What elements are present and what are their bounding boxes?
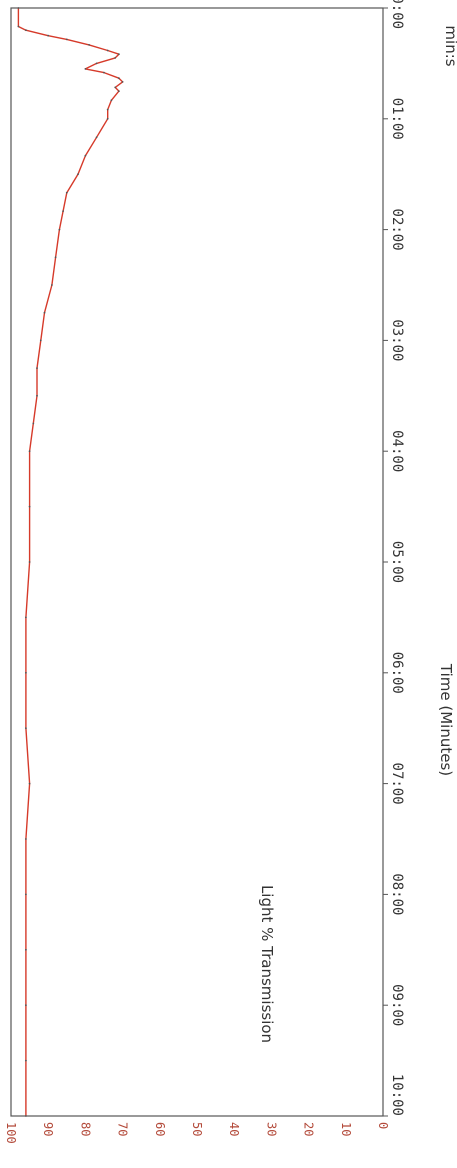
x-tick-label: 04:00 bbox=[389, 430, 405, 472]
data-point bbox=[62, 210, 64, 213]
y-tick-label: 10 bbox=[339, 1122, 353, 1136]
y-tick-label: 100 bbox=[4, 1122, 18, 1144]
y-tick-label: 70 bbox=[116, 1122, 130, 1136]
x-axis-ticks: 00:00 01:00 02:00 03:00 04:00 05:00 06:00 07:00… bbox=[383, 0, 405, 1117]
data-point bbox=[84, 154, 87, 157]
data-point bbox=[36, 394, 38, 397]
data-point bbox=[103, 71, 105, 74]
data-point bbox=[65, 38, 68, 41]
data-point bbox=[25, 1004, 27, 1007]
data-point bbox=[28, 450, 31, 453]
data-point bbox=[106, 108, 109, 111]
data-point bbox=[51, 284, 53, 286]
x-tick-label: 08:00 bbox=[389, 873, 405, 915]
data-point bbox=[25, 29, 27, 32]
x-axis-title: Time (Minutes) bbox=[437, 663, 455, 776]
data-point bbox=[88, 44, 90, 46]
data-point bbox=[95, 62, 98, 65]
data-point bbox=[54, 256, 57, 259]
data-point bbox=[25, 838, 27, 840]
data-point bbox=[110, 99, 113, 102]
data-point bbox=[28, 505, 31, 508]
y-tick-label: 90 bbox=[41, 1122, 55, 1136]
data-point bbox=[121, 81, 124, 83]
x-tick-label: 05:00 bbox=[389, 541, 405, 583]
data-point bbox=[25, 616, 27, 619]
x-tick-label: 09:00 bbox=[389, 984, 405, 1026]
data-point bbox=[17, 25, 20, 28]
x-tick-label: 01:00 bbox=[389, 98, 405, 140]
data-point bbox=[47, 34, 50, 37]
data-point bbox=[106, 49, 109, 52]
plot-frame bbox=[10, 7, 384, 1117]
data-point bbox=[118, 77, 120, 80]
data-point bbox=[84, 68, 87, 70]
y-tick-label: 50 bbox=[190, 1122, 204, 1136]
data-point bbox=[43, 311, 46, 314]
y-axis-ticks: 100 90 80 70 60 50 40 30 20 10 0 bbox=[4, 1122, 390, 1144]
y-tick-label: 30 bbox=[264, 1122, 278, 1136]
data-point bbox=[25, 1115, 27, 1117]
data-point bbox=[58, 228, 61, 231]
x-tick-label: 03:00 bbox=[389, 319, 405, 361]
x-tick-label: 10:00 bbox=[389, 1074, 405, 1116]
x-tick-label: 06:00 bbox=[389, 652, 405, 694]
y-tick-label: 40 bbox=[227, 1122, 241, 1136]
data-point bbox=[28, 561, 31, 563]
y-tick-label: 0 bbox=[376, 1122, 390, 1129]
data-point bbox=[25, 893, 27, 896]
data-point bbox=[118, 90, 120, 92]
data-point bbox=[28, 782, 31, 785]
data-point bbox=[114, 57, 117, 59]
x-axis-unit: min:s bbox=[442, 25, 457, 66]
x-tick-label: 07:00 bbox=[389, 763, 405, 805]
x-tick-label: 02:00 bbox=[389, 209, 405, 251]
data-point bbox=[25, 948, 27, 951]
data-point bbox=[25, 1059, 27, 1062]
data-point bbox=[39, 339, 42, 342]
data-point bbox=[95, 136, 98, 139]
data-point bbox=[25, 727, 27, 730]
data-point bbox=[114, 86, 117, 89]
data-point bbox=[77, 173, 79, 176]
y-tick-label: 60 bbox=[153, 1122, 167, 1136]
x-tick-label: 00:00 bbox=[389, 0, 405, 29]
series-points bbox=[17, 7, 124, 1117]
y-axis-title: Light % Transmission bbox=[258, 885, 276, 1043]
data-point bbox=[118, 53, 120, 56]
y-tick-label: 80 bbox=[78, 1122, 92, 1136]
data-point bbox=[36, 367, 38, 369]
data-point bbox=[32, 422, 35, 425]
data-point bbox=[65, 191, 68, 194]
data-point bbox=[25, 671, 27, 674]
data-point bbox=[106, 117, 109, 120]
y-tick-label: 20 bbox=[302, 1122, 316, 1136]
data-point bbox=[17, 7, 20, 9]
